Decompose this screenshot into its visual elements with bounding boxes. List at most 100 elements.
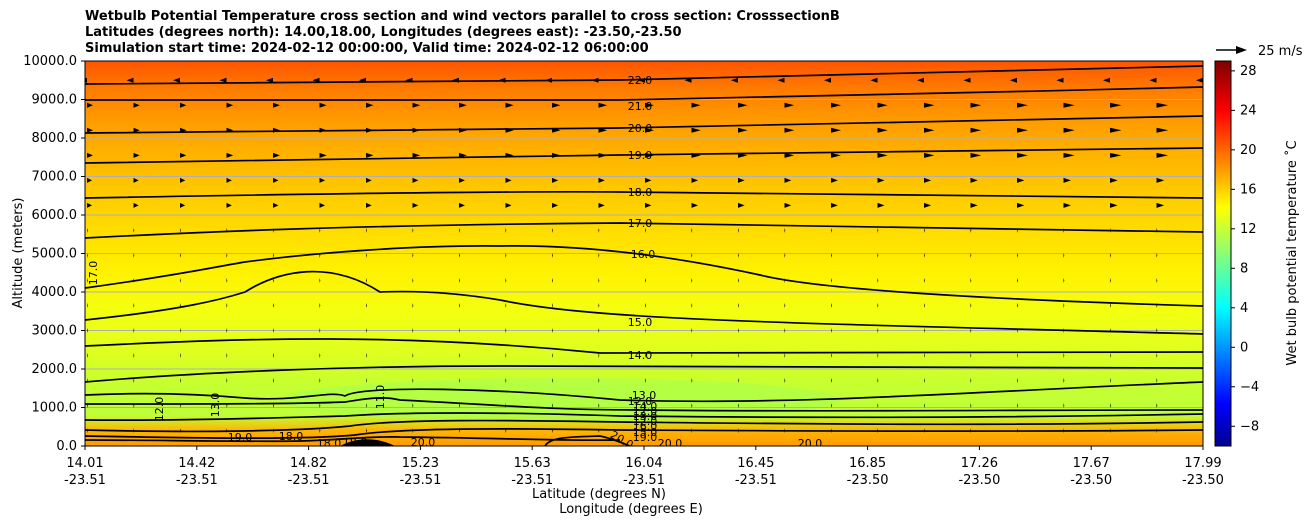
- wind-vector: [133, 152, 140, 158]
- wind-vector: [738, 353, 739, 359]
- colorbar-label: Wet bulb potential temperature ˚C: [1284, 140, 1300, 365]
- terrain-bump: [340, 439, 395, 446]
- wind-vector: [87, 302, 88, 308]
- wind-vector: [1203, 153, 1215, 158]
- wind-vector: [645, 227, 646, 233]
- contour-label: 21.0: [628, 100, 653, 113]
- wind-vector: [1063, 302, 1065, 308]
- wind-vector: [366, 202, 372, 208]
- x-tick-label-lon: -23.51: [511, 473, 553, 488]
- wind-vector: [505, 102, 514, 108]
- wind-vector: [412, 227, 414, 233]
- wind-vector: [319, 403, 321, 409]
- wind-vector: [1156, 403, 1158, 409]
- wind-vector: [273, 403, 274, 409]
- wind-vector: [924, 302, 925, 308]
- y-tick-label: 0.0: [56, 439, 77, 454]
- wind-vector: [831, 403, 832, 409]
- wind-vector: [180, 102, 187, 108]
- wind-vector: [970, 302, 972, 308]
- wind-vector: [366, 428, 367, 434]
- wind-vector: [87, 227, 88, 233]
- wind-vector: [226, 378, 228, 384]
- wind-vector: [1156, 353, 1158, 359]
- wind-vector: [1203, 178, 1211, 183]
- wind-vector: [831, 227, 832, 233]
- colorbar-tick-label: −8: [1240, 419, 1259, 434]
- contour-annotation: 19.0: [228, 431, 253, 444]
- wind-vector: [1110, 202, 1118, 208]
- contour-annotation: 12.0: [153, 397, 166, 422]
- wind-vector: [133, 328, 135, 333]
- wind-vector: [412, 152, 421, 158]
- wind-vector: [877, 378, 879, 384]
- wind-vector: [598, 252, 600, 258]
- wind-vector: [226, 277, 228, 283]
- contour-line: [85, 412, 1203, 422]
- wind-vector: [831, 102, 841, 108]
- wind-vector: [552, 277, 553, 283]
- wind-vector: [505, 177, 512, 183]
- wind-vector: [552, 378, 553, 384]
- wind-vector: [738, 202, 745, 208]
- wind-vector: [1063, 353, 1065, 359]
- wind-vector: [1203, 128, 1215, 133]
- wind-vector: [738, 403, 739, 409]
- wind-vector: [180, 177, 186, 183]
- wind-vector: [1110, 277, 1111, 283]
- wind-vector: [1017, 127, 1028, 133]
- colorbar-tick-label: 12: [1240, 222, 1257, 237]
- x-tick-label-lat: 17.67: [1073, 456, 1110, 471]
- wind-vector: [180, 202, 186, 208]
- colorbar: [1214, 60, 1232, 447]
- x-tick-label-lat: 17.99: [1184, 456, 1221, 471]
- contour-label: 20.0: [628, 122, 653, 135]
- wind-vector: [924, 353, 925, 359]
- wind-vector: [691, 177, 699, 183]
- contour-annotation: 20.0: [798, 437, 823, 450]
- x-tick-label-lon: -23.50: [1182, 473, 1224, 488]
- wind-vector: [87, 127, 93, 133]
- wind-vector: [273, 177, 279, 183]
- wind-vector: [691, 252, 693, 258]
- wind-vector: [877, 277, 879, 283]
- wind-vector: [784, 227, 786, 233]
- contour-line: [85, 86, 1203, 101]
- wind-vector: [691, 378, 693, 384]
- contour-line: [85, 427, 1203, 439]
- wind-vector: [691, 403, 693, 409]
- contour-line: [85, 222, 1203, 239]
- wind-vector: [598, 328, 600, 333]
- wind-vector: [1063, 277, 1065, 283]
- wind-vector: [319, 227, 321, 233]
- wind-vector: [412, 328, 414, 333]
- wind-vector: [970, 378, 972, 384]
- wind-vector: [1017, 277, 1018, 283]
- wind-vector: [226, 202, 232, 208]
- wind-vector: [87, 353, 88, 359]
- wind-vector: [459, 277, 460, 283]
- wind-vector: [598, 102, 608, 108]
- x-tick-label-lat: 17.26: [961, 456, 998, 471]
- wind-vector: [180, 227, 181, 233]
- wind-vector: [226, 328, 228, 333]
- wind-vector: [831, 378, 832, 384]
- wind-vector: [133, 252, 135, 258]
- y-tick-label: 9000.0: [32, 93, 78, 108]
- wind-vector: [366, 403, 367, 409]
- wind-vector: [1063, 127, 1075, 133]
- wind-vector: [266, 77, 273, 83]
- wind-vector: [87, 102, 93, 108]
- wind-vector: [459, 227, 460, 233]
- x-tick-label-lon: -23.51: [288, 473, 330, 488]
- wind-vector: [319, 428, 321, 434]
- wind-vector: [412, 353, 414, 359]
- wind-vector: [924, 127, 935, 133]
- contour-annotation: 20.0: [411, 436, 436, 449]
- wind-vector: [1156, 252, 1158, 258]
- wind-vector: [133, 302, 135, 308]
- contour-annotation: 18.0: [279, 430, 304, 443]
- wind-vector: [598, 177, 605, 183]
- wind-vector: [1196, 77, 1203, 83]
